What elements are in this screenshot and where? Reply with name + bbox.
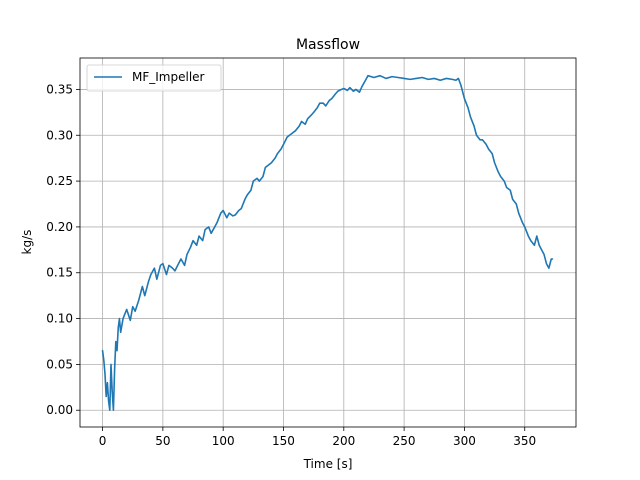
y-axis-ticks: 0.00 0.05 0.10 0.15 0.20 0.25 0.30 0.35 xyxy=(46,82,80,417)
y-tick-label: 0.15 xyxy=(46,266,73,280)
y-tick-label: 0.10 xyxy=(46,312,73,326)
chart-title: Massflow xyxy=(296,37,360,53)
x-tick-label: 250 xyxy=(393,434,416,448)
y-tick-label: 0.20 xyxy=(46,220,73,234)
y-axis-label: kg/s xyxy=(20,230,34,255)
y-tick-label: 0.25 xyxy=(46,174,73,188)
x-tick-label: 300 xyxy=(453,434,476,448)
x-axis-ticks: 0 50 100 150 200 250 300 350 xyxy=(99,427,536,448)
series-line-mf-impeller xyxy=(101,74,554,412)
legend-label: MF_Impeller xyxy=(132,70,205,84)
x-tick-label: 150 xyxy=(272,434,295,448)
x-tick-label: 350 xyxy=(513,434,536,448)
x-tick-label: 0 xyxy=(99,434,107,448)
y-tick-label: 0.35 xyxy=(46,82,73,96)
series-layer xyxy=(101,74,554,412)
x-tick-label: 100 xyxy=(212,434,235,448)
x-axis-label: Time [s] xyxy=(303,457,353,471)
x-tick-label: 50 xyxy=(155,434,170,448)
legend: MF_Impeller xyxy=(86,64,222,92)
y-tick-label: 0.05 xyxy=(46,357,73,371)
plot-frame xyxy=(79,57,577,428)
grid xyxy=(80,58,576,427)
y-tick-label: 0.00 xyxy=(46,403,73,417)
legend-box xyxy=(86,64,222,92)
x-tick-label: 200 xyxy=(332,434,355,448)
y-tick-label: 0.30 xyxy=(46,128,73,142)
